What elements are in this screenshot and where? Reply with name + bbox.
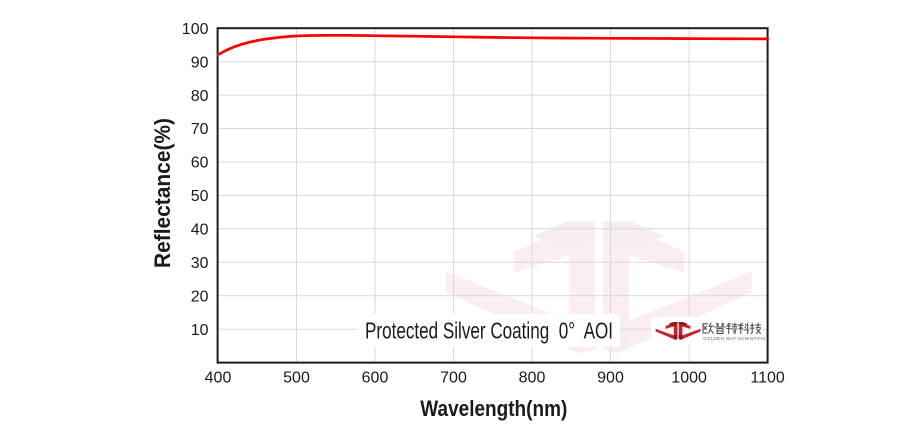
svg-text:1100: 1100 (750, 370, 785, 387)
svg-text:30: 30 (191, 255, 209, 272)
svg-text:GOLDEN WAY SCIENTIFIC: GOLDEN WAY SCIENTIFIC (703, 336, 767, 341)
svg-text:1000: 1000 (671, 370, 707, 387)
svg-text:700: 700 (440, 370, 467, 387)
svg-text:100: 100 (182, 21, 209, 38)
svg-text:900: 900 (597, 370, 624, 387)
svg-text:10: 10 (191, 322, 209, 339)
svg-text:70: 70 (191, 121, 209, 138)
svg-text:800: 800 (519, 370, 546, 387)
svg-text:Protected Silver Coating 0°: Protected Silver Coating 0° AOI (365, 318, 613, 344)
svg-text:90: 90 (191, 54, 209, 71)
svg-text:60: 60 (191, 155, 209, 172)
svg-text:Wavelength(nm): Wavelength(nm) (420, 396, 567, 421)
svg-text:500: 500 (283, 370, 310, 387)
svg-text:20: 20 (191, 288, 209, 305)
svg-text:80: 80 (191, 88, 209, 105)
svg-text:50: 50 (191, 188, 209, 205)
svg-text:Reflectance(%): Reflectance(%) (150, 118, 175, 268)
svg-text:400: 400 (205, 370, 232, 387)
svg-text:40: 40 (191, 222, 209, 239)
svg-text:600: 600 (362, 370, 389, 387)
